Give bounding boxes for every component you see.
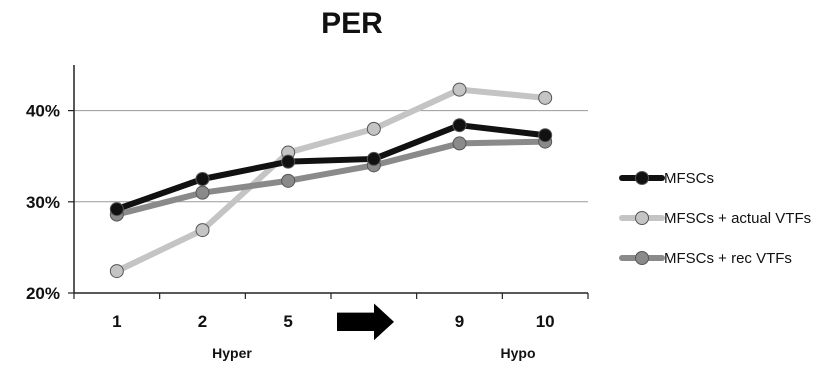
data-point bbox=[109, 264, 124, 279]
series-line bbox=[113, 138, 549, 218]
legend-swatch-marker bbox=[635, 251, 649, 265]
data-point bbox=[538, 90, 553, 105]
data-point bbox=[452, 118, 467, 133]
data-point bbox=[366, 151, 381, 166]
data-point bbox=[195, 223, 210, 238]
x-axis-ticks: 1257910 bbox=[73, 293, 589, 331]
series-line bbox=[113, 122, 549, 213]
legend: MFSCs MFSCs + actual VTFs MFSCs + rec VTFs bbox=[619, 170, 811, 267]
data-point bbox=[452, 82, 467, 97]
legend-swatch-marker bbox=[635, 171, 649, 185]
y-tick-label: 20% bbox=[26, 284, 60, 303]
y-tick-label: 30% bbox=[26, 193, 60, 212]
x-tick-label: 9 bbox=[455, 312, 464, 331]
x-tick-label: 2 bbox=[198, 312, 207, 331]
series-lines bbox=[109, 82, 553, 279]
chart-title: PER bbox=[321, 7, 383, 40]
legend-label: MFSCs + rec VTFs bbox=[664, 250, 792, 267]
data-point bbox=[538, 128, 553, 143]
legend-label: MFSCs + actual VTFs bbox=[664, 210, 811, 227]
data-point bbox=[195, 172, 210, 186]
data-point bbox=[366, 121, 381, 136]
gridlines bbox=[74, 110, 588, 203]
data-point bbox=[281, 154, 296, 169]
data-point bbox=[109, 202, 124, 217]
data-point bbox=[452, 136, 467, 151]
annotation-hyper: Hyper bbox=[212, 345, 252, 361]
y-axis-ticks: 20% 30% 40% bbox=[26, 102, 74, 303]
x-tick-label: 1 bbox=[112, 312, 121, 331]
legend-label: MFSCs bbox=[664, 170, 714, 187]
right-arrow-icon bbox=[337, 303, 394, 341]
y-tick-label: 40% bbox=[26, 102, 60, 121]
x-tick-label: 5 bbox=[283, 312, 292, 331]
data-point bbox=[281, 173, 296, 188]
data-point bbox=[195, 185, 210, 200]
annotation-hypo: Hypo bbox=[501, 345, 536, 361]
legend-swatch-marker bbox=[635, 211, 649, 225]
x-tick-label: 10 bbox=[536, 312, 555, 331]
series-line bbox=[113, 86, 549, 275]
